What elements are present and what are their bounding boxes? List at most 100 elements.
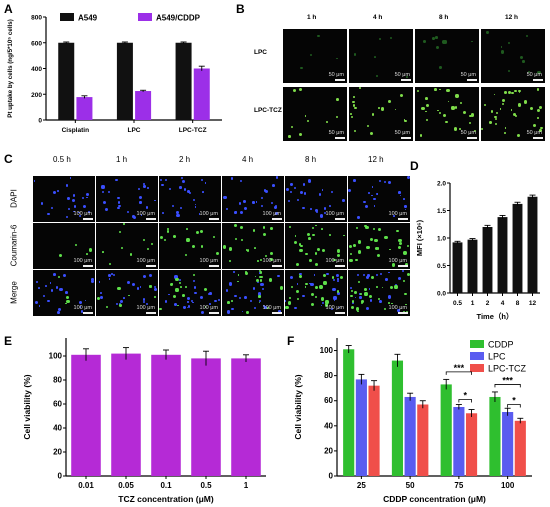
cell-spot — [352, 104, 356, 107]
cell-spot — [143, 185, 146, 188]
cell-spot — [285, 300, 287, 302]
cell-spot — [299, 272, 302, 275]
cell-spot — [294, 235, 297, 237]
cell-spot — [349, 294, 353, 298]
cell-spot — [337, 292, 340, 295]
y-axis-title: Cell viability (%) — [293, 374, 303, 439]
cell-spot — [514, 114, 517, 117]
cell-spot — [118, 204, 121, 208]
cell-spot — [36, 281, 38, 284]
scale-bar: 100 μm — [199, 305, 220, 314]
cell-spot — [200, 311, 204, 315]
cell-spot — [371, 113, 375, 116]
cell-spot — [366, 245, 370, 250]
cell-spot — [384, 308, 387, 311]
panel-label-a: A — [4, 2, 13, 16]
cell-spot — [255, 201, 258, 203]
cell-spot — [257, 260, 259, 262]
cell-spot — [88, 248, 92, 252]
bar — [502, 412, 514, 476]
cell-spot — [187, 305, 190, 308]
micrograph-cell: 100 μm — [348, 223, 410, 269]
y-tick-label: 0.0 — [437, 291, 446, 298]
y-tick-label: 80 — [53, 376, 62, 385]
cell-spot — [258, 272, 261, 274]
cell-spot — [299, 88, 303, 92]
scale-bar: 50 μm — [526, 130, 544, 139]
cell-spot — [356, 226, 359, 229]
cell-spot — [336, 57, 339, 60]
cell-spot — [394, 285, 398, 289]
cell-spot — [320, 304, 323, 307]
x-axis-title: Time（h） — [477, 311, 514, 321]
cell-spot — [402, 279, 405, 283]
micrograph-cell: 50 μm — [481, 29, 545, 83]
cell-spot — [240, 180, 242, 183]
cell-spot — [209, 292, 212, 295]
cell-spot — [117, 196, 120, 199]
cell-spot — [404, 208, 407, 211]
cell-spot — [167, 230, 170, 233]
cell-spot — [374, 55, 377, 58]
cell-spot — [321, 249, 325, 253]
cell-spot — [82, 204, 86, 208]
micrograph-cell: 50 μm — [481, 87, 545, 141]
cell-spot — [228, 282, 232, 286]
cell-spot — [238, 202, 242, 205]
cell-spot — [226, 310, 231, 314]
cell-spot — [310, 282, 314, 286]
bar — [467, 239, 478, 293]
micrograph-cell: 50 μm — [415, 29, 479, 83]
cell-spot — [516, 133, 520, 137]
cell-spot — [192, 199, 195, 202]
cell-spot — [293, 240, 298, 245]
cell-spot — [203, 287, 208, 292]
x-tick-label: 0.5 — [453, 300, 462, 307]
cell-spot — [260, 282, 264, 286]
x-tick-label: 1 — [471, 300, 475, 307]
cell-spot — [350, 116, 353, 119]
cell-spot — [300, 191, 304, 195]
cell-spot — [388, 180, 392, 184]
micrograph-cell: 100 μm — [285, 270, 347, 316]
bar — [489, 396, 501, 476]
cell-spot — [358, 280, 361, 283]
cell-spot — [425, 96, 429, 100]
cell-spot — [164, 178, 167, 181]
cell-spot — [208, 302, 211, 305]
x-tick-label: 0.01 — [78, 481, 94, 490]
cell-spot — [235, 211, 238, 214]
cell-spot — [181, 294, 185, 297]
cell-spot — [527, 70, 530, 73]
cell-spot — [336, 249, 340, 253]
bar — [355, 379, 367, 476]
cell-spot — [191, 245, 195, 249]
cell-spot — [376, 286, 378, 288]
cell-spot — [296, 283, 299, 285]
legend-swatch — [60, 13, 74, 21]
cell-spot — [324, 211, 327, 214]
significance-bracket — [458, 399, 472, 403]
column-header: 12 h — [368, 155, 384, 164]
micrograph-cell: 50 μm — [283, 29, 347, 83]
cell-spot — [339, 275, 343, 279]
cell-spot — [529, 107, 534, 111]
cell-spot — [172, 204, 175, 208]
cell-spot — [259, 271, 263, 274]
legend-swatch — [138, 13, 152, 21]
cell-spot — [298, 274, 302, 278]
cell-spot — [318, 192, 322, 196]
cell-spot — [367, 274, 370, 277]
micrograph-cell: 100 μm — [348, 176, 410, 222]
cell-spot — [349, 252, 352, 255]
cell-spot — [331, 308, 334, 311]
cell-spot — [264, 306, 267, 309]
cell-spot — [419, 134, 422, 137]
cell-spot — [353, 291, 357, 295]
bar — [116, 42, 133, 120]
bar — [465, 413, 478, 476]
micrograph-cell: 100 μm — [222, 223, 284, 269]
cell-spot — [538, 105, 542, 109]
bar — [151, 354, 181, 476]
cell-spot — [228, 260, 231, 263]
